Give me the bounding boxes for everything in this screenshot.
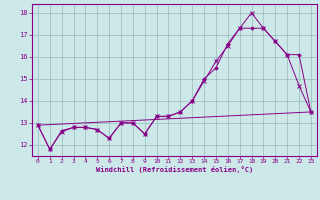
X-axis label: Windchill (Refroidissement éolien,°C): Windchill (Refroidissement éolien,°C): [96, 166, 253, 173]
